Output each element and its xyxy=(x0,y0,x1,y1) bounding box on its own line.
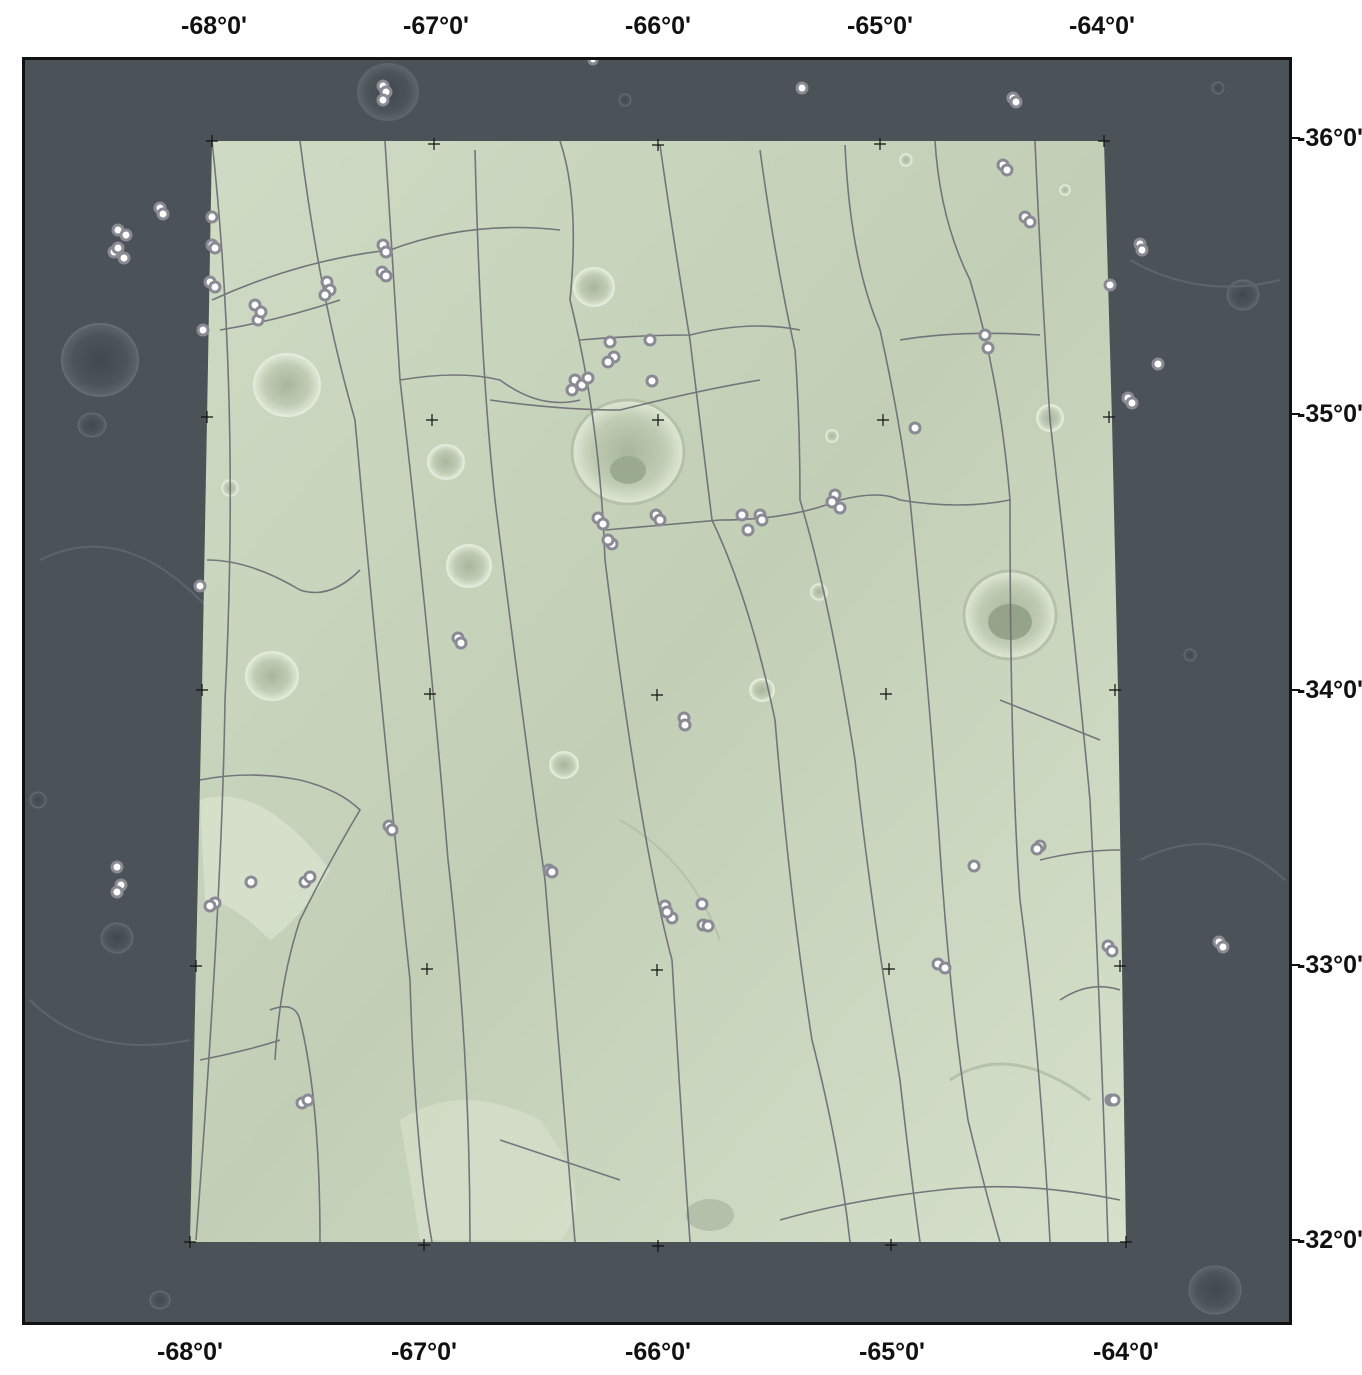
bottom-lon-label-4: -64°0' xyxy=(1093,1338,1159,1366)
bottom-lon-label-3: -65°0' xyxy=(859,1338,925,1366)
graticule-crosses xyxy=(184,135,1132,1252)
top-lon-label-4: -64°0' xyxy=(1069,12,1135,40)
right-lat-label-4: -32°0' xyxy=(1297,1226,1362,1254)
sample-points xyxy=(107,60,1230,1110)
lat-tick-35 xyxy=(1292,413,1300,415)
lat-tick-33 xyxy=(1292,964,1300,966)
right-lat-label-3: -33°0' xyxy=(1297,951,1362,979)
bottom-lon-label-0: -68°0' xyxy=(157,1338,223,1366)
right-lat-label-1: -35°0' xyxy=(1297,400,1362,428)
crater-large-central xyxy=(570,398,686,506)
right-lat-label-2: -34°0' xyxy=(1297,676,1362,704)
basemap-texture xyxy=(29,63,1286,1315)
right-lat-label-0: -36°0' xyxy=(1297,124,1362,152)
map-frame[interactable] xyxy=(22,57,1292,1325)
bottom-lon-label-1: -67°0' xyxy=(391,1338,457,1366)
lat-tick-34 xyxy=(1292,689,1300,691)
unit-boundaries xyxy=(195,140,1121,1243)
top-lon-label-0: -68°0' xyxy=(181,12,247,40)
study-area-polygon xyxy=(190,141,1126,1242)
lat-tick-32 xyxy=(1292,1239,1300,1241)
top-lon-label-2: -66°0' xyxy=(625,12,691,40)
bottom-lon-label-2: -66°0' xyxy=(625,1338,691,1366)
top-lon-label-1: -67°0' xyxy=(403,12,469,40)
map-canvas[interactable] xyxy=(25,60,1289,1322)
top-lon-label-3: -65°0' xyxy=(847,12,913,40)
lat-tick-36 xyxy=(1292,137,1300,139)
